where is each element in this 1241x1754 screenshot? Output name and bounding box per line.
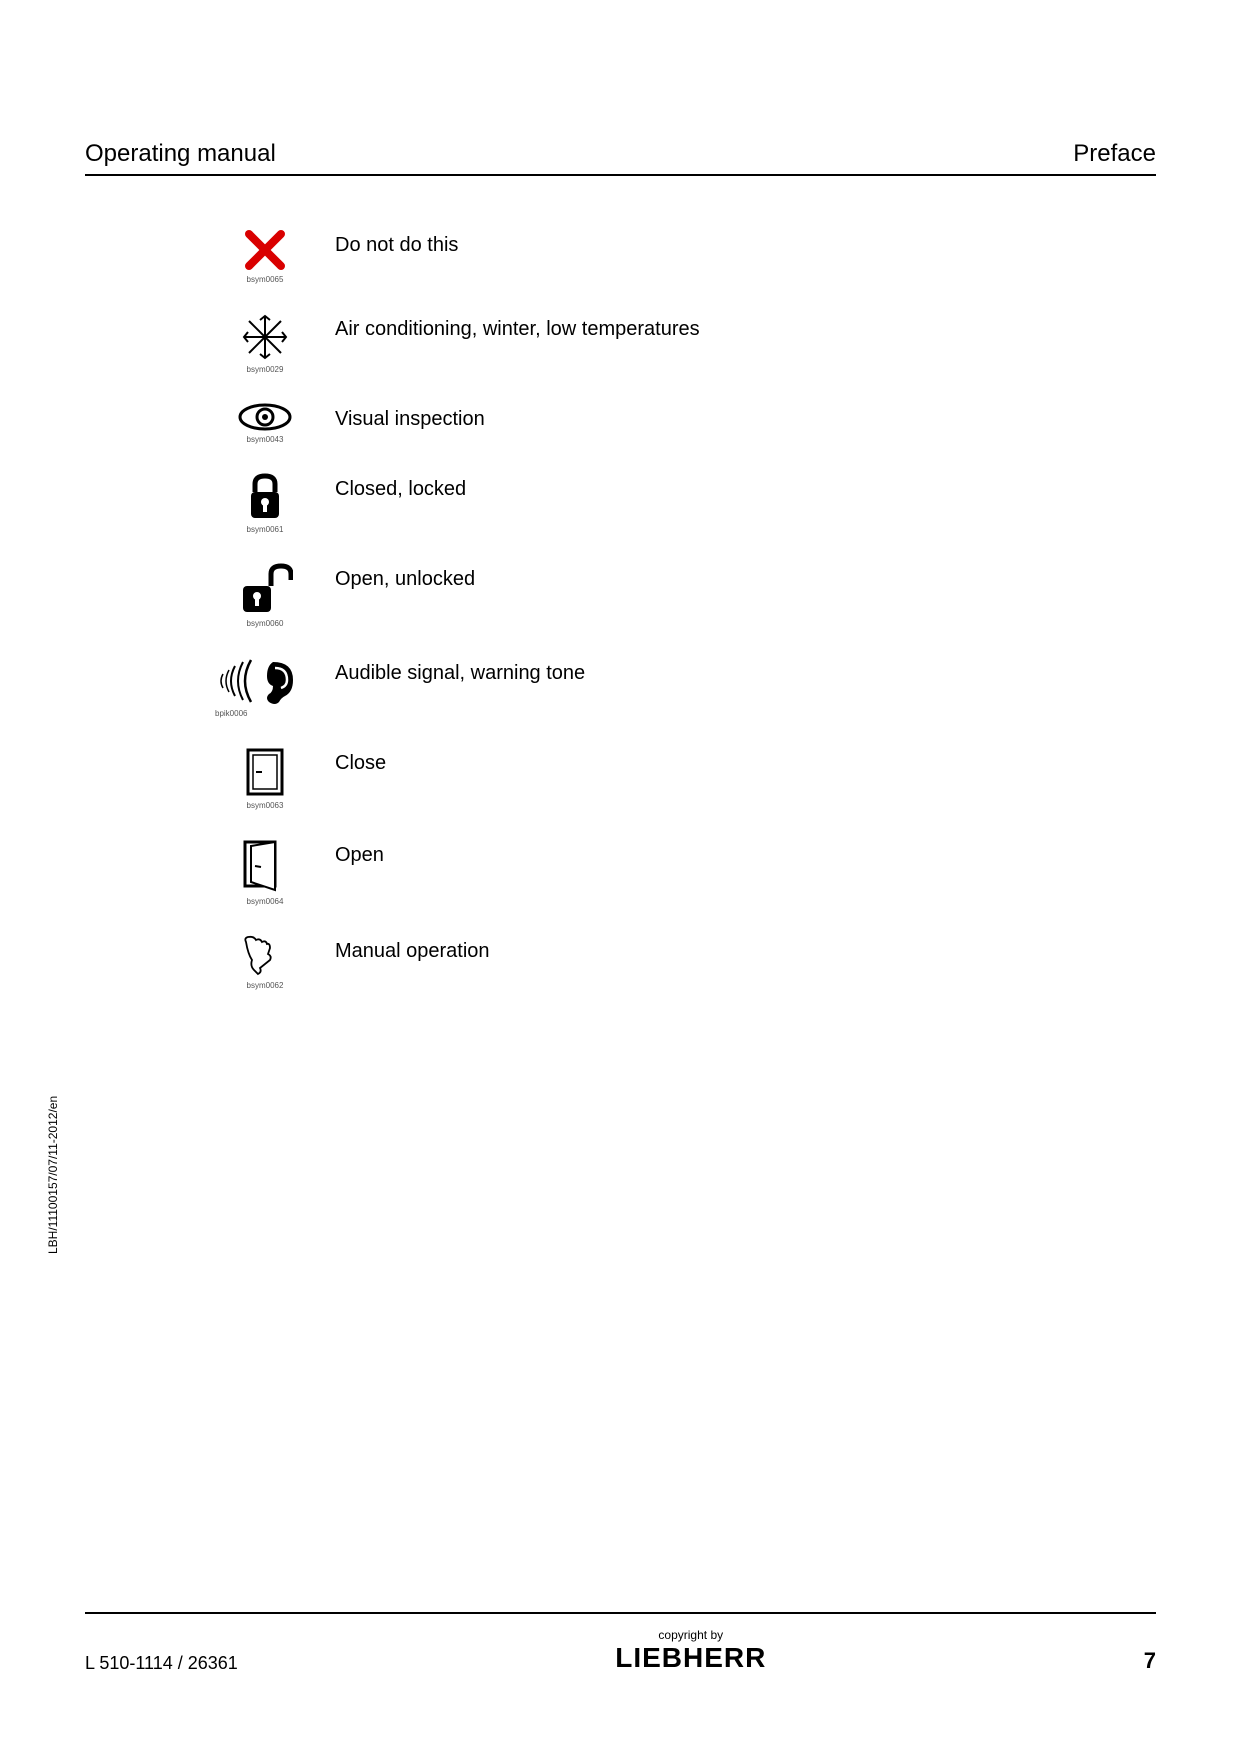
page-number: 7: [1144, 1648, 1156, 1674]
snowflake-icon: bsym0029: [215, 312, 315, 374]
symbol-row: bsym0060 Open, unlocked: [215, 562, 1156, 628]
symbol-row: bsym0043 Visual inspection: [215, 402, 1156, 444]
symbol-desc: Close: [335, 746, 386, 775]
icon-id: bsym0029: [247, 365, 284, 374]
ear-icon: bpik0006: [215, 656, 315, 718]
footer-center: copyright by LIEBHERR: [238, 1628, 1144, 1674]
symbol-desc: Manual operation: [335, 934, 490, 963]
hand-icon: bsym0062: [215, 934, 315, 990]
icon-id: bsym0064: [247, 897, 284, 906]
symbol-desc: Do not do this: [335, 228, 458, 257]
symbol-row: bsym0062 Manual operation: [215, 934, 1156, 990]
symbol-row: bsym0064 Open: [215, 838, 1156, 906]
symbol-row: bsym0065 Do not do this: [215, 228, 1156, 284]
symbol-list: bsym0065 Do not do this: [215, 228, 1156, 990]
page-footer: L 510-1114 / 26361 copyright by LIEBHERR…: [85, 1628, 1156, 1674]
lock-closed-icon: bsym0061: [215, 472, 315, 534]
symbol-row: bsym0061 Closed, locked: [215, 472, 1156, 534]
icon-id: bsym0062: [247, 981, 284, 990]
icon-id: bsym0060: [247, 619, 284, 628]
icon-id: bsym0061: [247, 525, 284, 534]
symbol-row: bpik0006 Audible signal, warning tone: [215, 656, 1156, 718]
lock-open-icon: bsym0060: [215, 562, 315, 628]
symbol-desc: Closed, locked: [335, 472, 466, 501]
icon-id: bsym0063: [247, 801, 284, 810]
footer-divider: [85, 1612, 1156, 1614]
icon-id: bsym0043: [247, 435, 284, 444]
page-header: Operating manual Preface: [85, 140, 1156, 176]
door-close-icon: bsym0063: [215, 746, 315, 810]
icon-id: bpik0006: [215, 709, 247, 718]
symbol-desc: Air conditioning, winter, low temperatur…: [335, 312, 700, 341]
copyright-text: copyright by: [238, 1628, 1144, 1642]
symbol-desc: Audible signal, warning tone: [335, 656, 585, 685]
header-title-left: Operating manual: [85, 140, 276, 168]
footer-doc-number: L 510-1114 / 26361: [85, 1653, 238, 1674]
symbol-desc: Visual inspection: [335, 402, 485, 431]
header-title-right: Preface: [1073, 140, 1156, 168]
icon-id: bsym0065: [247, 275, 284, 284]
symbol-row: bsym0029 Air conditioning, winter, low t…: [215, 312, 1156, 374]
door-open-icon: bsym0064: [215, 838, 315, 906]
symbol-row: bsym0063 Close: [215, 746, 1156, 810]
eye-icon: bsym0043: [215, 402, 315, 444]
cross-icon: bsym0065: [215, 228, 315, 284]
symbol-desc: Open: [335, 838, 384, 867]
side-doc-id: LBH/11100157/07/11-2012/en: [46, 1096, 60, 1254]
brand-logo: LIEBHERR: [238, 1642, 1144, 1674]
symbol-desc: Open, unlocked: [335, 562, 475, 591]
